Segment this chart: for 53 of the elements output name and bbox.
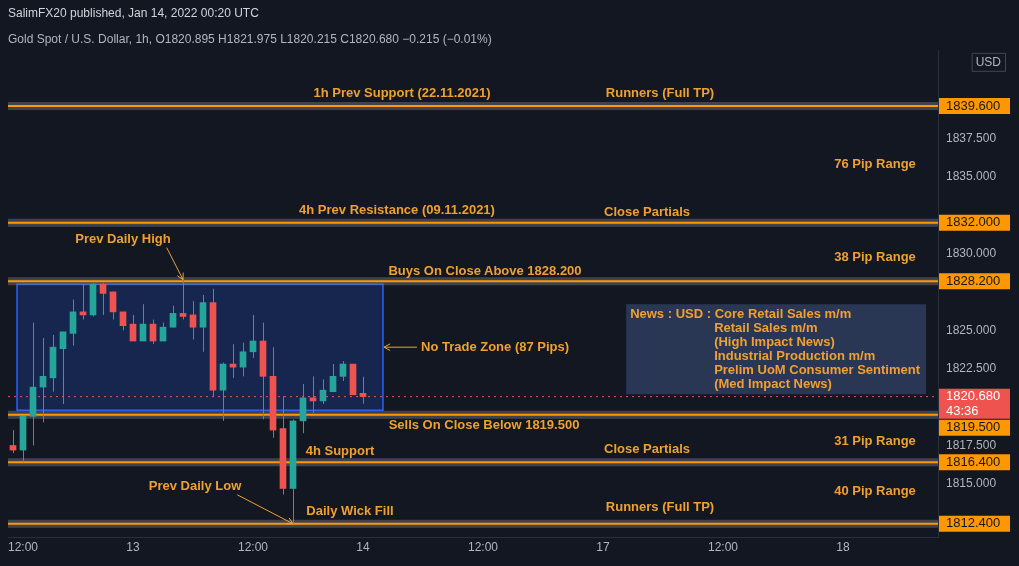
- annotation: 1h Prev Support (22.11.2021): [313, 84, 491, 100]
- candlestick: [169, 305, 177, 328]
- x-tick-label: 17: [596, 540, 610, 555]
- annotation: Close Partials: [604, 204, 690, 220]
- x-tick-label: 18: [836, 540, 850, 555]
- y-tick-label: 1835.000: [946, 169, 997, 184]
- y-tick-label: 1830.000: [946, 245, 997, 260]
- y-tick-label: 1837.500: [946, 130, 997, 145]
- x-tick-label: 12:00: [7, 540, 39, 555]
- ref-line-label: 1839.600: [946, 97, 1001, 113]
- candlestick: [339, 360, 347, 382]
- ref-line-label: 1816.400: [946, 453, 1001, 469]
- band-label: No Trade Zone (87 Pips): [421, 338, 570, 354]
- annotation: Daily Wick Fill: [306, 503, 394, 519]
- candlestick: [99, 282, 107, 316]
- candlestick: [239, 342, 247, 377]
- x-tick-label: 12:00: [237, 540, 269, 555]
- annotation: 40 Pip Range: [834, 483, 916, 499]
- ref-line-label: 1828.200: [946, 272, 1001, 288]
- annotation: 76 Pip Range: [834, 156, 916, 172]
- annotation: Prev Daily High: [75, 231, 171, 247]
- annotation: Buys On Close Above 1828.200: [388, 262, 582, 278]
- annotation: News : USD : Core Retail Sales m/m Retail Sales m/m (High Impact News) Industrial Production m/m Prelim UoM Consumer Sentiment (Med Impact News): [630, 305, 921, 391]
- chart-subtitle: Gold Spot / U.S. Dollar, 1h, O1820.895 H1821.975 L1820.215 C1820.680 −0.215 (−0.01%): [8, 31, 492, 46]
- candlestick: [59, 331, 67, 405]
- text: 43:36: [946, 403, 979, 419]
- ref-line-label: 1820.680: [946, 388, 1001, 404]
- annotation: 4h Prev Resistance (09.11.2021): [299, 202, 495, 218]
- ref-line-label: 1832.000: [946, 214, 1001, 230]
- x-tick-label: 12:00: [467, 540, 499, 555]
- candlestick: [189, 300, 197, 340]
- annotation: Runners (Full TP): [605, 84, 715, 100]
- annotation: 38 Pip Range: [834, 248, 916, 264]
- annotation: Sells On Close Below 1819.500: [388, 417, 580, 433]
- annotation: Close Partials: [604, 440, 690, 456]
- ref-line-label: 1819.500: [946, 419, 1001, 435]
- candlestick: [329, 363, 337, 393]
- annotation: Prev Daily Low: [148, 478, 243, 494]
- chart-title: SalimFX20 published, Jan 14, 2022 00:20 UTC: [8, 5, 260, 20]
- x-tick-label: 12:00: [707, 540, 739, 555]
- annotation: 31 Pip Range: [834, 432, 916, 448]
- x-tick-label: 14: [356, 540, 370, 555]
- y-axis-title: USD: [975, 55, 1002, 70]
- x-tick-label: 13: [126, 540, 140, 555]
- annotation: 4h Support: [305, 442, 375, 458]
- y-tick-label: 1815.000: [946, 476, 997, 491]
- y-tick-label: 1822.500: [946, 360, 997, 375]
- y-tick-label: 1817.500: [946, 437, 997, 452]
- candlestick: [179, 279, 187, 321]
- annotation: Runners (Full TP): [605, 499, 715, 515]
- y-tick-label: 1825.000: [946, 322, 997, 337]
- ref-line-label: 1812.400: [946, 515, 1001, 531]
- candlestick: [359, 376, 367, 405]
